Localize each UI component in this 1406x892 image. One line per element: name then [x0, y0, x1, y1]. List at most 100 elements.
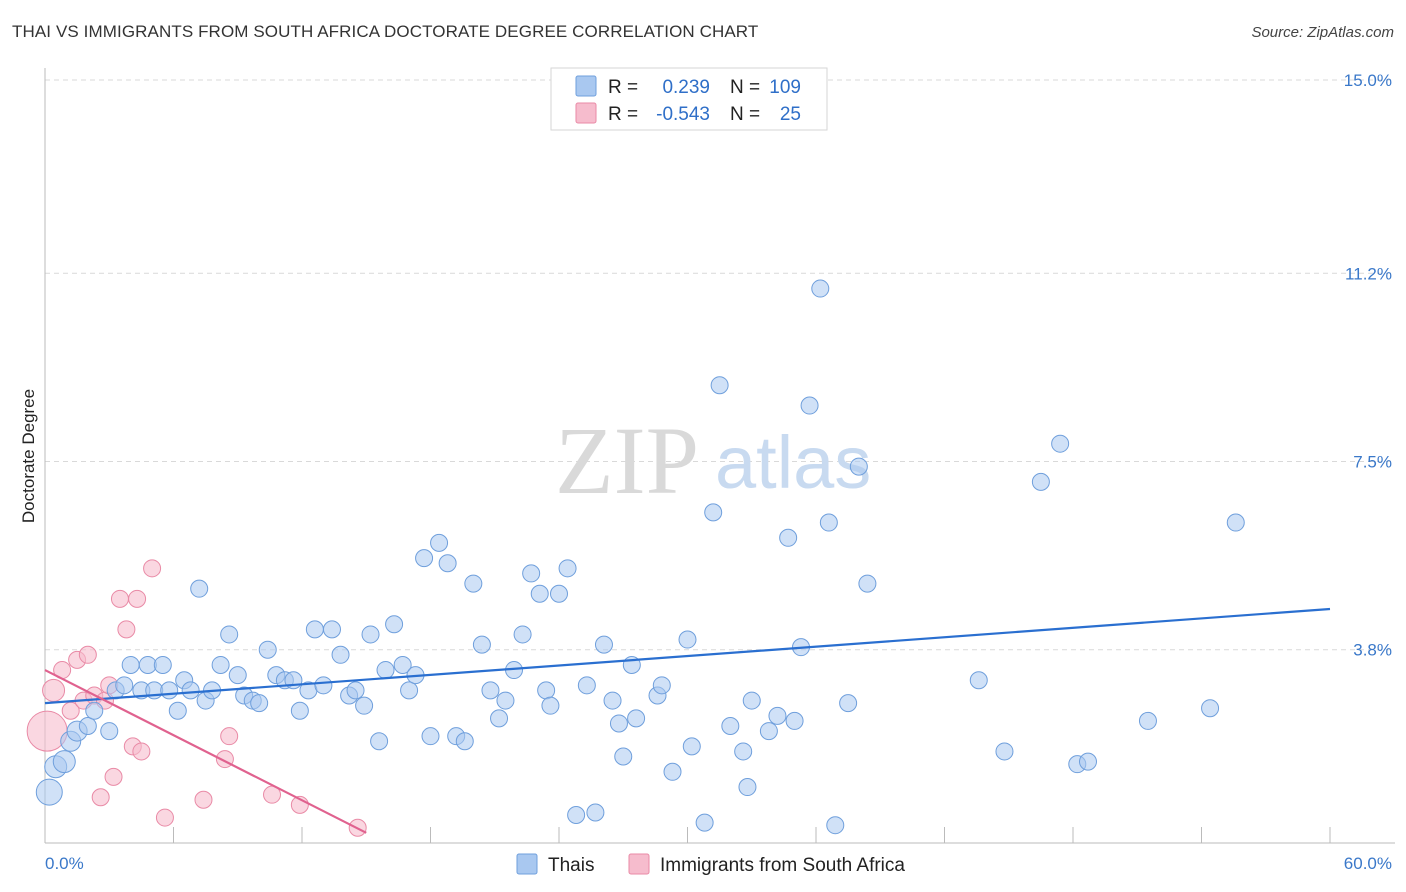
- thai-point: [541, 696, 560, 715]
- thai-point: [322, 620, 341, 639]
- thai-point: [160, 681, 179, 700]
- thai-point: [759, 722, 778, 741]
- sa-trend-line: [44, 669, 367, 834]
- thai-point: [464, 574, 483, 593]
- thai-point: [376, 661, 395, 680]
- thai-point: [421, 727, 440, 746]
- legend-sa-r-value: -0.543: [656, 104, 710, 125]
- thai-point: [969, 671, 988, 690]
- thai-point: [768, 706, 787, 725]
- thai-point: [785, 711, 804, 730]
- series-legend: Thais Immigrants from South Africa: [516, 853, 905, 876]
- thai-point: [138, 655, 157, 674]
- thai-point: [115, 676, 134, 695]
- sa-point: [104, 767, 123, 786]
- thai-point: [190, 579, 209, 598]
- thai-point: [704, 503, 723, 522]
- thai-point: [734, 742, 753, 761]
- y-tick-label: 7.5%: [1353, 453, 1392, 472]
- thai-point: [1031, 472, 1050, 491]
- sa-point: [91, 788, 110, 807]
- sa-point: [132, 742, 151, 761]
- thai-point: [839, 694, 858, 713]
- thai-point: [530, 584, 549, 603]
- thai-point: [258, 640, 277, 659]
- thai-point: [472, 635, 491, 654]
- bottom-legend-thai-swatch: [516, 853, 538, 875]
- sa-point: [220, 727, 239, 746]
- thai-point: [250, 694, 269, 713]
- y-axis-label: Doctorate Degree: [19, 389, 38, 523]
- watermark-zip: ZIP: [555, 407, 699, 514]
- thai-point: [415, 549, 434, 568]
- thai-point: [513, 625, 532, 644]
- thai-point: [826, 816, 845, 835]
- thai-point: [858, 574, 877, 593]
- thai-point: [346, 681, 365, 700]
- legend-box: [550, 67, 828, 131]
- thai-point: [314, 676, 333, 695]
- tick-labels: 3.8% 7.5% 11.2% 15.0% 0.0% 60.0%: [45, 71, 1392, 873]
- thai-point: [614, 747, 633, 766]
- thai-point: [490, 709, 509, 728]
- thai-point: [678, 630, 697, 649]
- thai-point: [1078, 752, 1097, 771]
- thai-point: [695, 813, 714, 832]
- thai-point: [85, 701, 104, 720]
- thai-point: [1226, 513, 1245, 532]
- legend-thai-r-value: 0.239: [662, 77, 710, 98]
- thai-point: [211, 655, 230, 674]
- thai-point: [811, 279, 830, 298]
- thai-point: [355, 696, 374, 715]
- bottom-legend-sa-label: Immigrants from South Africa: [660, 855, 905, 876]
- legend-thai-n-value: 109: [769, 77, 801, 98]
- x-tick-label-max: 60.0%: [1344, 854, 1392, 873]
- thai-point: [627, 709, 646, 728]
- thai-point: [455, 732, 474, 751]
- thai-trend-line: [44, 607, 1331, 705]
- thai-point: [738, 778, 757, 797]
- watermark-atlas: atlas: [715, 421, 871, 504]
- thai-point: [430, 533, 449, 552]
- series-thais-points: [35, 279, 1245, 835]
- thai-point: [370, 732, 389, 751]
- zipatlas-watermark: ZIP atlas: [555, 407, 871, 514]
- y-tick-label: 3.8%: [1353, 641, 1392, 660]
- legend-sa-r-label: R =: [608, 104, 638, 125]
- thai-point: [663, 762, 682, 781]
- y-tick-label: 11.2%: [1345, 264, 1392, 283]
- y-tick-label: 15.0%: [1344, 71, 1392, 90]
- thai-point: [652, 676, 671, 695]
- thai-point: [537, 681, 556, 700]
- sa-point: [128, 589, 147, 608]
- thai-point: [577, 676, 596, 695]
- grid-layer: [45, 79, 1395, 651]
- thai-point: [779, 528, 798, 547]
- thai-point: [682, 737, 701, 756]
- source-label: Source: ZipAtlas.com: [1251, 24, 1394, 41]
- thai-point: [742, 691, 761, 710]
- thai-point: [438, 554, 457, 573]
- sa-point: [194, 790, 213, 809]
- thai-point: [710, 376, 729, 395]
- thai-point: [305, 620, 324, 639]
- bottom-legend-sa-swatch: [628, 853, 650, 875]
- thai-point: [522, 564, 541, 583]
- thai-point: [168, 701, 187, 720]
- thai-point: [721, 717, 740, 736]
- sa-point: [143, 559, 162, 578]
- thai-point: [385, 615, 404, 634]
- x-tick-label-min: 0.0%: [45, 854, 84, 873]
- thai-point: [481, 681, 500, 700]
- legend-thai-r-label: R =: [608, 77, 638, 98]
- thai-point: [400, 681, 419, 700]
- thai-point: [361, 625, 380, 644]
- thai-point: [995, 742, 1014, 761]
- thai-point: [603, 691, 622, 710]
- thai-point: [121, 655, 140, 674]
- thai-point: [586, 803, 605, 822]
- thai-point: [290, 701, 309, 720]
- chart-title: THAI VS IMMIGRANTS FROM SOUTH AFRICA DOC…: [12, 22, 759, 41]
- thai-point: [567, 806, 586, 825]
